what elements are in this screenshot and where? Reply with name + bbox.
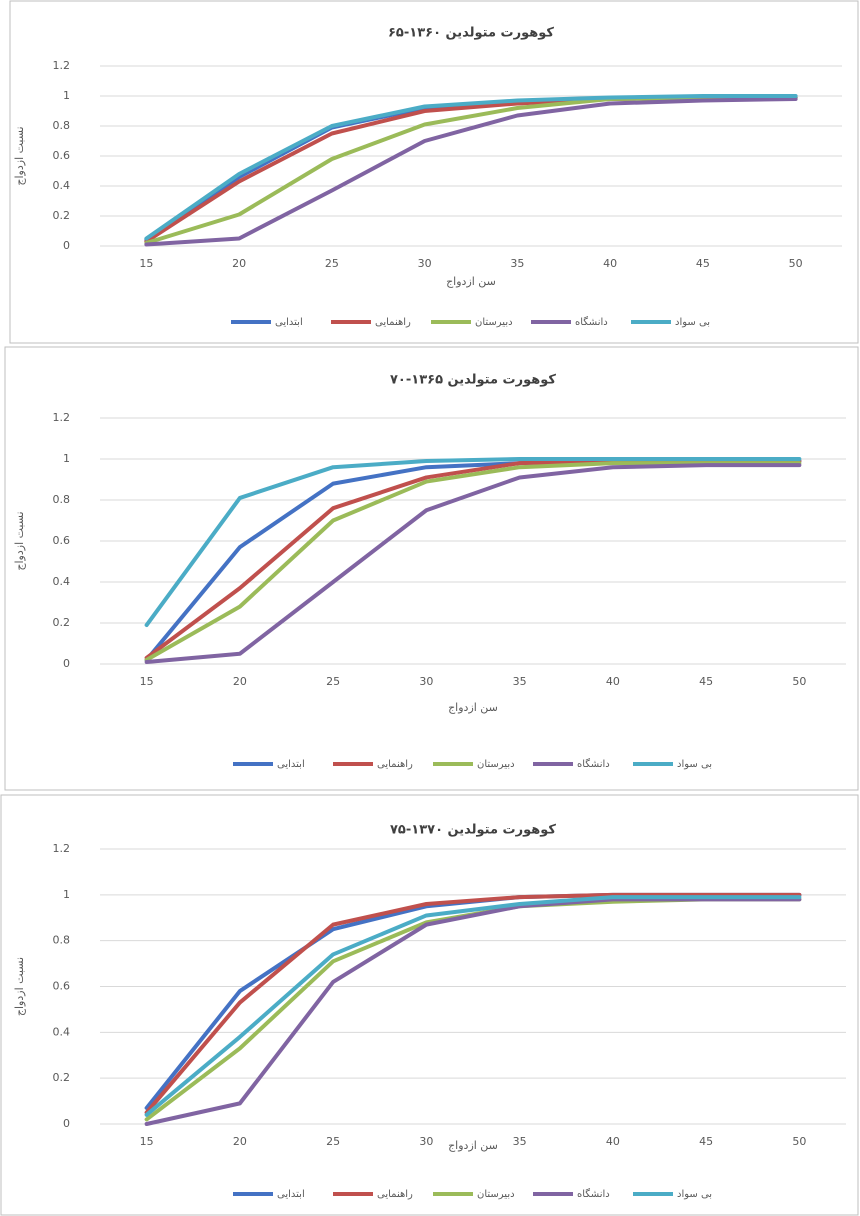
- chart-title: کوهورت متولدین ۱۳۶۰-۶۵: [388, 26, 554, 41]
- x-tick-label: 40: [606, 675, 620, 688]
- legend-label: بی سواد: [677, 1189, 712, 1200]
- y-tick-label: 0: [63, 1117, 70, 1130]
- y-tick-label: 0: [63, 657, 70, 670]
- legend-label: دانشگاه: [577, 1188, 610, 1200]
- x-axis-label: سن ازدواج: [448, 701, 498, 714]
- legend-label: ابتدایی: [275, 317, 303, 328]
- x-tick-label: 30: [419, 675, 433, 688]
- chart-panel: کوهورت متولدین ۱۳۶۰-۶۵ 0 0.2 0.4 0.6 0.8 1 1.2 1…: [10, 1, 858, 343]
- x-axis-label: سن ازدواج: [446, 275, 496, 288]
- panel-frame: [5, 347, 858, 790]
- y-tick-label: 1: [63, 89, 70, 102]
- x-tick-label: 20: [233, 1135, 247, 1148]
- x-tick-label: 45: [696, 257, 710, 270]
- legend-label: بی سواد: [677, 759, 712, 770]
- y-tick-label: 0.4: [53, 575, 71, 588]
- x-tick-label: 45: [699, 675, 713, 688]
- x-tick-label: 25: [325, 257, 339, 270]
- y-tick-label: 1.2: [53, 842, 71, 855]
- legend-label: راهنمایی: [375, 317, 411, 328]
- legend-label: دانشگاه: [575, 316, 608, 328]
- x-tick-label: 25: [326, 675, 340, 688]
- x-tick-label: 50: [792, 675, 806, 688]
- legend-label: راهنمایی: [377, 1189, 413, 1200]
- y-tick-label: 0.6: [53, 149, 71, 162]
- legend-label: دانشگاه: [577, 758, 610, 770]
- x-tick-label: 20: [232, 257, 246, 270]
- chart-panel: کوهورت متولدین ۱۳۷۰-۷۵ 0 0.2 0.4 0.6 0.8 1 1.2 1…: [1, 795, 858, 1215]
- x-tick-label: 15: [140, 1135, 154, 1148]
- x-tick-label: 30: [418, 257, 432, 270]
- y-tick-label: 0.6: [53, 534, 71, 547]
- page: کوهورت متولدین ۱۳۶۰-۶۵ 0 0.2 0.4 0.6 0.8 1 1.2 1…: [0, 0, 860, 1216]
- chart-panel: کوهورت متولدین ۱۳۶۵-۷۰ 0 0.2 0.4 0.6 0.8 1 1.2 1…: [5, 347, 858, 790]
- y-tick-label: 0.8: [53, 119, 71, 132]
- y-tick-label: 0.4: [53, 1025, 71, 1038]
- y-tick-label: 1: [63, 452, 70, 465]
- y-tick-label: 0.2: [53, 1071, 71, 1084]
- legend-label: ابتدایی: [277, 759, 305, 770]
- legend-label: دبیرستان: [477, 759, 515, 770]
- y-tick-label: 1: [63, 888, 70, 901]
- y-tick-label: 0.8: [53, 493, 71, 506]
- y-tick-label: 0: [63, 239, 70, 252]
- y-tick-label: 0.2: [53, 616, 71, 629]
- legend-label: بی سواد: [675, 317, 710, 328]
- y-tick-label: 1.2: [53, 411, 71, 424]
- x-tick-label: 15: [140, 675, 154, 688]
- legend-label: ابتدایی: [277, 1189, 305, 1200]
- x-tick-label: 50: [789, 257, 803, 270]
- panel-frame: [10, 1, 858, 343]
- x-tick-label: 20: [233, 675, 247, 688]
- legend-label: دبیرستان: [477, 1189, 515, 1200]
- x-tick-label: 40: [606, 1135, 620, 1148]
- chart-title: کوهورت متولدین ۱۳۶۵-۷۰: [390, 373, 556, 388]
- x-tick-label: 35: [510, 257, 524, 270]
- x-tick-label: 15: [139, 257, 153, 270]
- y-axis-label: نسبت ازدواج: [13, 126, 26, 185]
- x-axis-label: سن ازدواج: [448, 1139, 498, 1152]
- x-tick-label: 35: [513, 1135, 527, 1148]
- legend-label: راهنمایی: [377, 759, 413, 770]
- y-tick-label: 1.2: [53, 59, 71, 72]
- x-tick-label: 45: [699, 1135, 713, 1148]
- x-tick-label: 40: [603, 257, 617, 270]
- x-tick-label: 30: [419, 1135, 433, 1148]
- y-axis-label: نسبت ازدواج: [13, 511, 26, 570]
- x-tick-label: 50: [792, 1135, 806, 1148]
- chart-title: کوهورت متولدین ۱۳۷۰-۷۵: [390, 823, 556, 838]
- x-tick-label: 25: [326, 1135, 340, 1148]
- y-tick-label: 0.8: [53, 934, 71, 947]
- y-tick-label: 0.2: [53, 209, 71, 222]
- x-tick-label: 35: [513, 675, 527, 688]
- y-tick-label: 0.4: [53, 179, 71, 192]
- y-axis-label: نسبت ازدواج: [13, 957, 26, 1016]
- legend-label: دبیرستان: [475, 317, 513, 328]
- y-tick-label: 0.6: [53, 980, 71, 993]
- panel-frame: [1, 795, 858, 1215]
